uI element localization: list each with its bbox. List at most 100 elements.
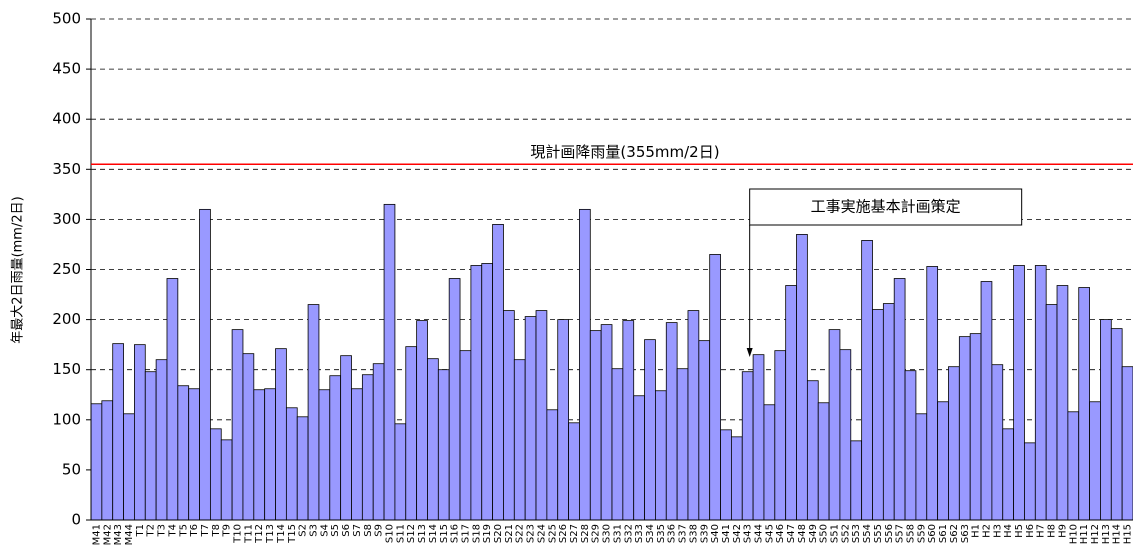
- x-tick-label: T15: [287, 524, 298, 544]
- bar: [980, 281, 993, 521]
- annotation-box: [749, 188, 1023, 226]
- y-tick-label: 50: [62, 460, 81, 478]
- bar: [633, 395, 645, 521]
- x-tick-label: S20: [493, 524, 504, 543]
- bar: [1002, 428, 1015, 521]
- x-tick-label: S5: [330, 524, 341, 537]
- bar: [285, 407, 298, 521]
- bar: [416, 320, 428, 521]
- x-tick-label: S49: [808, 524, 819, 543]
- x-tick-label: H9: [1057, 524, 1068, 538]
- bar: [134, 344, 146, 521]
- y-tick-label: 100: [52, 410, 81, 428]
- x-tick-label: M41: [91, 524, 102, 545]
- x-tick-label: M43: [113, 524, 124, 545]
- y-tick-label: 200: [52, 310, 81, 328]
- bar: [275, 348, 287, 521]
- bar: [437, 369, 450, 521]
- x-tick-label: S35: [656, 524, 667, 543]
- bar: [655, 390, 667, 521]
- bar: [470, 265, 483, 521]
- x-tick-label: S40: [710, 524, 721, 543]
- bar: [361, 374, 374, 521]
- x-tick-label: H15: [1123, 524, 1133, 544]
- bar: [492, 224, 504, 521]
- bar: [676, 368, 689, 521]
- x-tick-label: S47: [786, 524, 797, 543]
- bar: [1056, 285, 1069, 521]
- x-tick-label: H14: [1112, 524, 1123, 544]
- bar: [177, 385, 190, 521]
- x-tick-label: S16: [450, 524, 461, 543]
- x-tick-label: S19: [482, 524, 493, 543]
- bar: [611, 368, 624, 521]
- x-tick-label: S4: [319, 524, 330, 537]
- x-tick-label: S39: [699, 524, 710, 543]
- bar: [1078, 287, 1090, 521]
- x-tick-label: T4: [167, 524, 178, 537]
- bar: [1089, 401, 1101, 521]
- bar: [524, 316, 537, 521]
- x-tick-label: S54: [862, 524, 873, 543]
- bar: [991, 364, 1004, 521]
- x-tick-label: T5: [178, 524, 189, 537]
- bar: [557, 319, 569, 521]
- bar: [394, 423, 407, 521]
- bar: [600, 324, 613, 521]
- x-tick-label: S58: [905, 524, 916, 543]
- x-tick-label: S59: [916, 524, 927, 543]
- bar: [622, 320, 635, 521]
- bar: [861, 240, 873, 521]
- y-tick-label: 450: [52, 60, 81, 78]
- bar: [264, 388, 276, 521]
- reference-label: 現計画降雨量(355mm/2日): [530, 143, 719, 161]
- bar: [958, 336, 971, 521]
- bar: [166, 278, 179, 521]
- bar: [568, 422, 580, 521]
- x-tick-label: S22: [515, 524, 526, 543]
- bar: [503, 310, 515, 521]
- bar: [904, 370, 917, 521]
- bar: [546, 409, 559, 521]
- bar: [774, 350, 787, 521]
- x-tick-label: S18: [471, 524, 482, 543]
- x-tick-label: H4: [1003, 524, 1014, 538]
- bar: [481, 263, 494, 521]
- x-tick-label: S30: [602, 524, 613, 543]
- bar: [242, 353, 255, 521]
- x-tick-label: M42: [102, 524, 113, 545]
- y-tick-label: 250: [52, 260, 81, 278]
- y-tick-label: 150: [52, 360, 81, 378]
- x-tick-label: S25: [547, 524, 558, 543]
- bar: [763, 404, 776, 521]
- x-tick-label: S62: [949, 524, 960, 543]
- x-tick-label: S29: [591, 524, 602, 543]
- bar: [948, 366, 960, 521]
- bar: [90, 403, 103, 521]
- x-tick-label: M44: [124, 524, 135, 545]
- bar: [752, 354, 765, 521]
- bar: [253, 389, 266, 521]
- bar: [513, 359, 526, 521]
- bar: [101, 400, 114, 521]
- x-tick-label: S27: [569, 524, 580, 543]
- x-tick-label: H3: [992, 524, 1003, 538]
- x-tick-label: S56: [884, 524, 895, 543]
- bar: [1034, 265, 1047, 521]
- bar: [220, 439, 233, 521]
- x-tick-label: H1: [971, 524, 982, 538]
- bar: [828, 329, 841, 521]
- bar: [1013, 265, 1025, 521]
- x-tick-label: S44: [754, 524, 765, 543]
- bar: [698, 340, 711, 521]
- x-tick-label: T6: [189, 524, 200, 537]
- bar: [318, 389, 331, 521]
- x-tick-label: S8: [363, 524, 374, 537]
- x-tick-label: S17: [460, 524, 471, 543]
- x-tick-label: S46: [775, 524, 786, 543]
- bar: [882, 303, 895, 521]
- bar: [969, 333, 982, 521]
- x-tick-label: S13: [417, 524, 428, 543]
- bar: [329, 375, 342, 521]
